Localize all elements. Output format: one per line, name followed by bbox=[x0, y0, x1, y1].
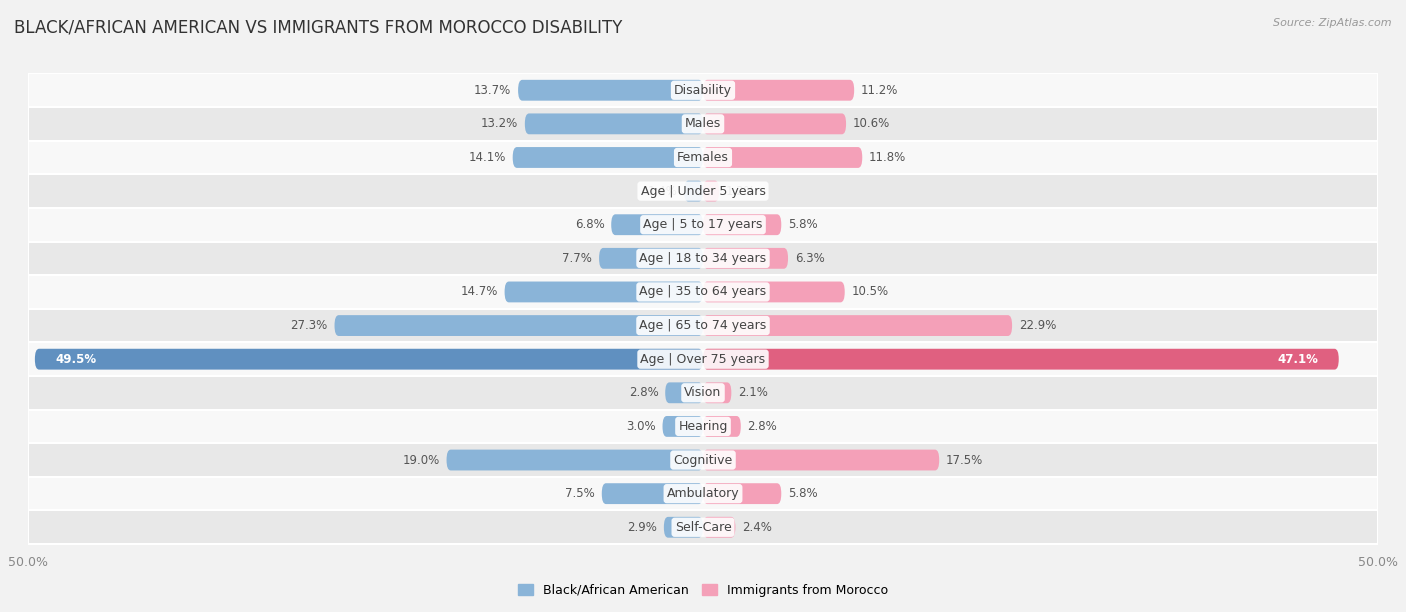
Text: Vision: Vision bbox=[685, 386, 721, 399]
Text: Self-Care: Self-Care bbox=[675, 521, 731, 534]
FancyBboxPatch shape bbox=[447, 450, 703, 471]
Text: 13.7%: 13.7% bbox=[474, 84, 512, 97]
Text: Age | Under 5 years: Age | Under 5 years bbox=[641, 185, 765, 198]
Text: 1.2%: 1.2% bbox=[725, 185, 756, 198]
Text: 11.2%: 11.2% bbox=[860, 84, 898, 97]
Text: 11.8%: 11.8% bbox=[869, 151, 907, 164]
FancyBboxPatch shape bbox=[703, 382, 731, 403]
Text: 14.1%: 14.1% bbox=[468, 151, 506, 164]
Text: 13.2%: 13.2% bbox=[481, 118, 517, 130]
FancyBboxPatch shape bbox=[703, 450, 939, 471]
FancyBboxPatch shape bbox=[612, 214, 703, 235]
FancyBboxPatch shape bbox=[28, 477, 1378, 510]
Text: Age | 35 to 64 years: Age | 35 to 64 years bbox=[640, 285, 766, 299]
Text: Hearing: Hearing bbox=[678, 420, 728, 433]
Text: 2.8%: 2.8% bbox=[628, 386, 658, 399]
Text: 49.5%: 49.5% bbox=[55, 353, 96, 366]
Legend: Black/African American, Immigrants from Morocco: Black/African American, Immigrants from … bbox=[513, 579, 893, 602]
FancyBboxPatch shape bbox=[28, 342, 1378, 376]
FancyBboxPatch shape bbox=[703, 248, 787, 269]
Text: 2.8%: 2.8% bbox=[748, 420, 778, 433]
FancyBboxPatch shape bbox=[28, 208, 1378, 242]
Text: Age | 65 to 74 years: Age | 65 to 74 years bbox=[640, 319, 766, 332]
Text: 2.4%: 2.4% bbox=[742, 521, 772, 534]
Text: 6.3%: 6.3% bbox=[794, 252, 824, 265]
Text: 3.0%: 3.0% bbox=[626, 420, 655, 433]
FancyBboxPatch shape bbox=[28, 242, 1378, 275]
FancyBboxPatch shape bbox=[662, 416, 703, 437]
FancyBboxPatch shape bbox=[664, 517, 703, 538]
FancyBboxPatch shape bbox=[703, 416, 741, 437]
FancyBboxPatch shape bbox=[505, 282, 703, 302]
Text: 10.6%: 10.6% bbox=[853, 118, 890, 130]
FancyBboxPatch shape bbox=[35, 349, 703, 370]
Text: 5.8%: 5.8% bbox=[787, 487, 818, 500]
FancyBboxPatch shape bbox=[28, 443, 1378, 477]
FancyBboxPatch shape bbox=[602, 483, 703, 504]
Text: 7.7%: 7.7% bbox=[562, 252, 592, 265]
FancyBboxPatch shape bbox=[28, 510, 1378, 544]
Text: 2.9%: 2.9% bbox=[627, 521, 657, 534]
FancyBboxPatch shape bbox=[703, 517, 735, 538]
FancyBboxPatch shape bbox=[28, 141, 1378, 174]
FancyBboxPatch shape bbox=[28, 107, 1378, 141]
FancyBboxPatch shape bbox=[703, 147, 862, 168]
FancyBboxPatch shape bbox=[28, 174, 1378, 208]
FancyBboxPatch shape bbox=[513, 147, 703, 168]
Text: 2.1%: 2.1% bbox=[738, 386, 768, 399]
Text: 14.7%: 14.7% bbox=[460, 285, 498, 299]
Text: 27.3%: 27.3% bbox=[291, 319, 328, 332]
FancyBboxPatch shape bbox=[703, 315, 1012, 336]
FancyBboxPatch shape bbox=[335, 315, 703, 336]
FancyBboxPatch shape bbox=[524, 113, 703, 134]
FancyBboxPatch shape bbox=[665, 382, 703, 403]
FancyBboxPatch shape bbox=[28, 73, 1378, 107]
FancyBboxPatch shape bbox=[703, 113, 846, 134]
Text: 17.5%: 17.5% bbox=[946, 453, 983, 466]
Text: Disability: Disability bbox=[673, 84, 733, 97]
Text: Males: Males bbox=[685, 118, 721, 130]
FancyBboxPatch shape bbox=[28, 309, 1378, 342]
FancyBboxPatch shape bbox=[703, 349, 1339, 370]
FancyBboxPatch shape bbox=[28, 376, 1378, 409]
FancyBboxPatch shape bbox=[517, 80, 703, 100]
Text: Age | 5 to 17 years: Age | 5 to 17 years bbox=[644, 218, 762, 231]
Text: BLACK/AFRICAN AMERICAN VS IMMIGRANTS FROM MOROCCO DISABILITY: BLACK/AFRICAN AMERICAN VS IMMIGRANTS FRO… bbox=[14, 18, 623, 36]
FancyBboxPatch shape bbox=[703, 214, 782, 235]
Text: 47.1%: 47.1% bbox=[1278, 353, 1319, 366]
Text: Source: ZipAtlas.com: Source: ZipAtlas.com bbox=[1274, 18, 1392, 28]
Text: 6.8%: 6.8% bbox=[575, 218, 605, 231]
FancyBboxPatch shape bbox=[703, 483, 782, 504]
FancyBboxPatch shape bbox=[28, 409, 1378, 443]
Text: Age | Over 75 years: Age | Over 75 years bbox=[641, 353, 765, 366]
Text: Cognitive: Cognitive bbox=[673, 453, 733, 466]
FancyBboxPatch shape bbox=[685, 181, 703, 201]
Text: Females: Females bbox=[678, 151, 728, 164]
Text: Age | 18 to 34 years: Age | 18 to 34 years bbox=[640, 252, 766, 265]
FancyBboxPatch shape bbox=[28, 275, 1378, 309]
FancyBboxPatch shape bbox=[703, 181, 720, 201]
Text: Ambulatory: Ambulatory bbox=[666, 487, 740, 500]
Text: 5.8%: 5.8% bbox=[787, 218, 818, 231]
Text: 22.9%: 22.9% bbox=[1019, 319, 1056, 332]
Text: 1.4%: 1.4% bbox=[648, 185, 678, 198]
FancyBboxPatch shape bbox=[703, 282, 845, 302]
FancyBboxPatch shape bbox=[703, 80, 855, 100]
FancyBboxPatch shape bbox=[599, 248, 703, 269]
Text: 7.5%: 7.5% bbox=[565, 487, 595, 500]
Text: 19.0%: 19.0% bbox=[402, 453, 440, 466]
Text: 10.5%: 10.5% bbox=[852, 285, 889, 299]
